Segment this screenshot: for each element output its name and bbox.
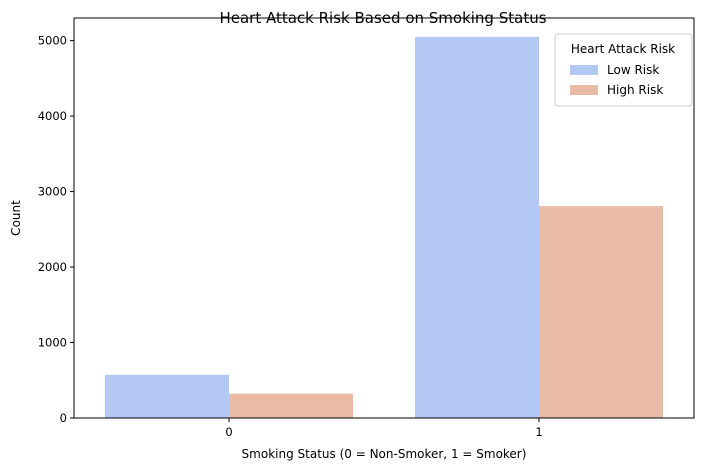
legend-swatch-high-risk [570,85,598,95]
legend-label-high-risk: High Risk [607,83,663,97]
y-axis: 0 1000 2000 3000 4000 5000 [38,34,74,425]
y-tick-label: 3000 [38,185,67,199]
bars-group [105,36,663,419]
legend-swatch-low-risk [570,65,598,75]
y-tick-label: 4000 [38,109,67,123]
legend-title: Heart Attack Risk [571,42,675,56]
plot-frame [73,17,695,419]
y-tick-label: 1000 [38,336,67,350]
bar-high-risk-cat-1 [539,206,663,418]
x-tick-label: 0 [225,425,232,439]
legend-label-low-risk: Low Risk [607,63,659,77]
legend: Heart Attack Risk Low Risk High Risk [554,33,693,107]
y-tick-label: 5000 [38,34,67,48]
bar-low-risk-cat-1 [415,36,539,419]
y-tick-label: 2000 [38,260,67,274]
x-tick-label: 1 [535,425,542,439]
x-axis-label: Smoking Status (0 = Non-Smoker, 1 = Smok… [242,447,527,461]
y-tick-label: 0 [60,411,67,425]
y-axis-label: Count [9,200,23,236]
bar-low-risk-cat-0 [105,374,229,418]
bar-high-risk-cat-0 [229,393,353,418]
